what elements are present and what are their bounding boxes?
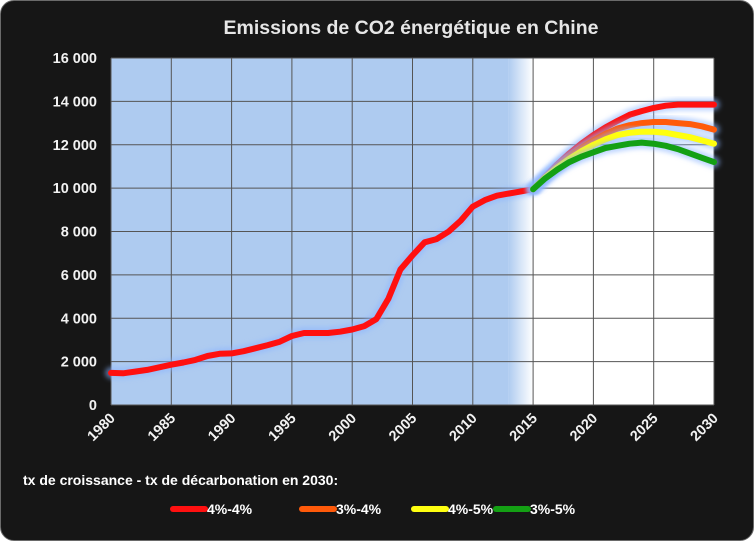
legend-label: 4%-4%	[207, 501, 253, 517]
x-tick-label: 2015	[507, 411, 541, 445]
x-tick-label: 2010	[446, 411, 480, 445]
x-tick-label: 2030	[688, 411, 722, 445]
x-tick-label: 1980	[85, 411, 119, 445]
legend-item: 3%-4%	[299, 501, 382, 517]
y-tick-label: 8 000	[61, 225, 97, 241]
x-tick-label: 1990	[205, 411, 239, 445]
plot-area	[105, 57, 720, 406]
grid-lines	[110, 57, 715, 406]
x-tick-label: 2000	[326, 411, 360, 445]
chart-title: Emissions de CO2 énergétique en Chine	[224, 17, 599, 39]
legend-item: 4%-5%	[411, 501, 494, 517]
x-axis-ticks: 1980 1985 1990 1995 2000 2005 2010 2015 2020 2025…	[85, 411, 722, 445]
series-lines	[105, 98, 720, 380]
y-tick-label: 2 000	[61, 355, 97, 371]
x-tick-label: 2020	[567, 411, 601, 445]
y-tick-label: 12 000	[53, 138, 97, 154]
x-tick-label: 1985	[145, 411, 179, 445]
legend-title: tx de croissance - tx de décarbonation e…	[23, 472, 338, 488]
y-tick-label: 14 000	[53, 94, 97, 110]
series-historical-line	[108, 186, 537, 377]
legend-item: 3%-5%	[493, 501, 576, 517]
x-tick-label: 1995	[266, 411, 300, 445]
y-tick-label: 6 000	[61, 268, 97, 284]
y-tick-label: 10 000	[53, 181, 97, 197]
legend-label: 3%-5%	[530, 501, 576, 517]
y-tick-label: 16 000	[53, 51, 97, 67]
y-tick-label: 0	[89, 398, 97, 414]
x-tick-label: 2025	[627, 411, 661, 445]
series-line-4	[530, 139, 717, 193]
legend: 4%-4% 3%-4% 4%-5% 3%-5%	[170, 501, 576, 517]
legend-label: 3%-4%	[336, 501, 382, 517]
y-axis-ticks: 0 2 000 4 000 6 000 8 000 10 000 12 000 14 000 1…	[53, 51, 97, 414]
x-tick-label: 2005	[386, 411, 420, 445]
y-tick-label: 4 000	[61, 311, 97, 327]
legend-label: 4%-5%	[448, 501, 494, 517]
legend-item: 4%-4%	[170, 501, 253, 517]
